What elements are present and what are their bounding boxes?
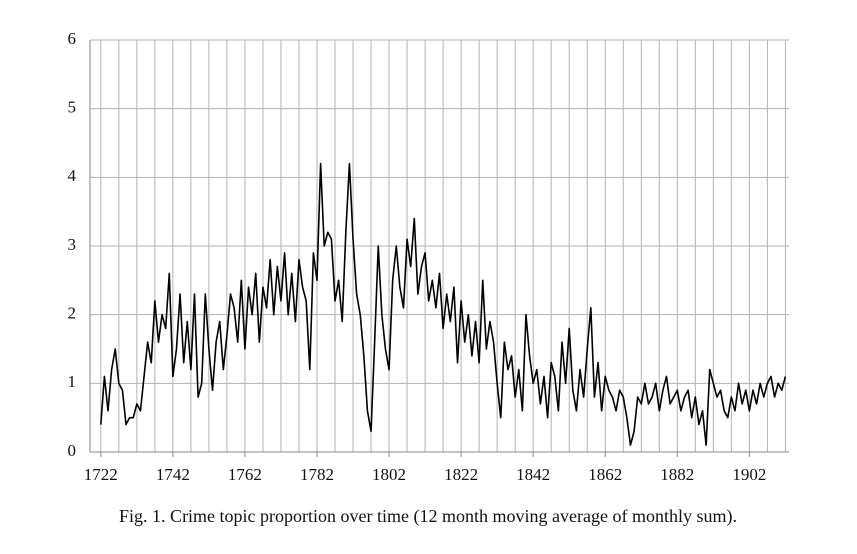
x-tick-label: 1802	[372, 465, 406, 484]
y-tick-label: 1	[68, 372, 77, 391]
x-tick-label: 1902	[732, 465, 766, 484]
y-tick-label: 4	[68, 166, 77, 185]
x-tick-label: 1762	[228, 465, 262, 484]
x-tick-label: 1862	[588, 465, 622, 484]
x-tick-label: 1782	[300, 465, 334, 484]
x-tick-label: 1842	[516, 465, 550, 484]
x-tick-label: 1822	[444, 465, 478, 484]
x-tick-label: 1742	[156, 465, 190, 484]
y-tick-label: 2	[68, 304, 77, 323]
figure-caption: Fig. 1. Crime topic proportion over time…	[119, 506, 737, 527]
y-tick-label: 0	[68, 441, 77, 460]
data-line	[100, 162, 787, 446]
y-tick-label: 6	[68, 29, 77, 48]
y-tick-label: 5	[68, 98, 77, 117]
y-tick-label: 3	[68, 235, 77, 254]
x-tick-label: 1722	[84, 465, 118, 484]
x-tick-label: 1882	[660, 465, 694, 484]
